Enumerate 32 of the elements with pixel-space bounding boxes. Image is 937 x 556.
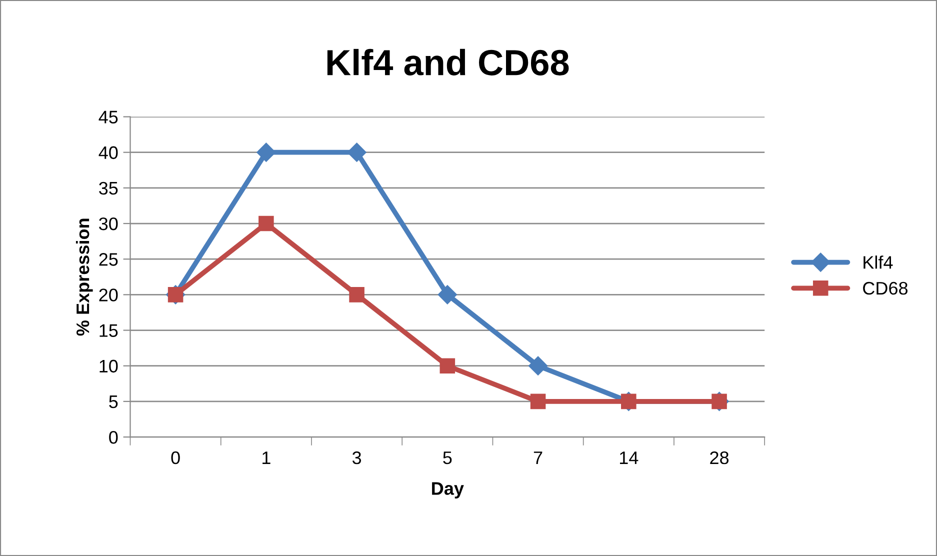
y-tick-label: 5 — [109, 396, 118, 408]
legend-label: CD68 — [863, 282, 908, 295]
x-tick-label: 0 — [171, 451, 180, 464]
x-tick-label: 5 — [443, 452, 452, 464]
x-tick-label: 14 — [620, 452, 638, 464]
point — [347, 142, 366, 162]
point — [349, 287, 364, 302]
y-axis-title: % Expression — [76, 218, 93, 336]
y-tick-label: 15 — [100, 324, 118, 337]
y-tick-label: 25 — [99, 253, 118, 266]
y-tick-label: 0 — [109, 430, 118, 444]
y-tick-label: 20 — [99, 288, 118, 302]
y-tick-label: 10 — [100, 360, 118, 373]
chart-title: Klf4 and CD68 — [327, 48, 569, 76]
point — [621, 394, 636, 410]
legend-label: Klf4 — [864, 256, 893, 269]
y-tick-label: 40 — [98, 146, 118, 160]
point — [712, 394, 727, 410]
y-tick-label: 30 — [99, 217, 118, 230]
point — [528, 356, 548, 376]
x-tick-label: 28 — [710, 451, 729, 464]
y-tick-label: 45 — [98, 110, 118, 124]
point — [530, 394, 546, 410]
x-tick-label: 1 — [262, 452, 270, 464]
x-axis-title: Day — [432, 482, 464, 498]
point — [438, 285, 457, 304]
point — [256, 142, 276, 162]
y-tick-label: 35 — [99, 182, 118, 195]
x-tick-label: 7 — [534, 452, 542, 464]
point — [258, 216, 274, 232]
x-tick-label: 3 — [352, 451, 362, 464]
point — [440, 358, 456, 374]
